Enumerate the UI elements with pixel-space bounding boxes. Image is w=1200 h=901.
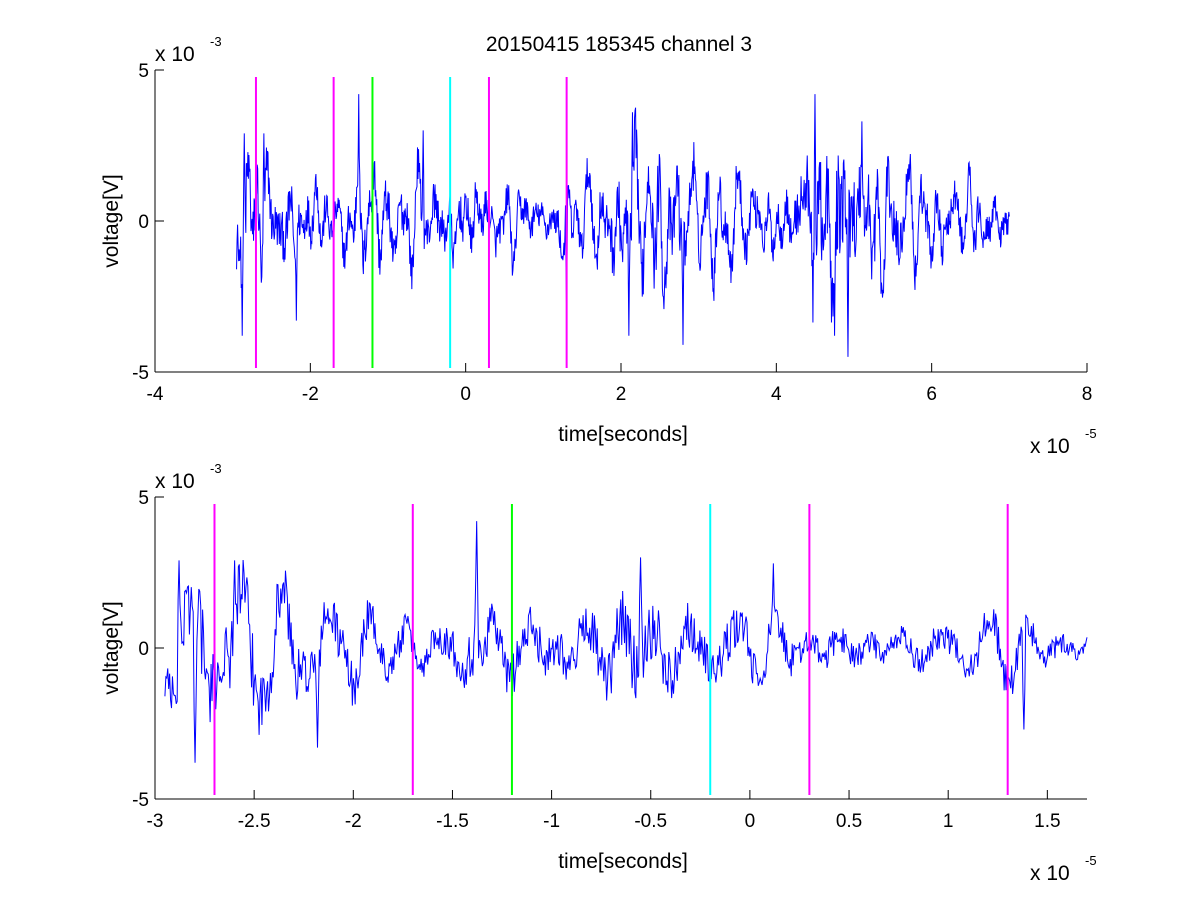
y-scale-exponent: -3 — [210, 461, 222, 476]
y-tick-label: -5 — [132, 790, 149, 811]
signal-series-line — [164, 521, 1088, 763]
x-tick-label: -3 — [147, 811, 164, 832]
x-tick-label: 0.5 — [836, 811, 862, 832]
x-tick-label: -2.5 — [238, 811, 271, 832]
signal-series-line — [236, 94, 1010, 357]
x-tick-label: 6 — [926, 384, 937, 405]
subplot-2: -3 -2.5 -2 -1.5 -1 -0.5 0 0.5 1 1.5 -5 0 5 time[secon… — [100, 461, 1097, 885]
x-axis-label: time[seconds] — [558, 423, 688, 446]
plots-container: -4 -2 0 2 4 6 8 -5 0 5 time[seconds] voltage[V] x 10… — [100, 34, 1097, 885]
y-axis-label: voltage[V] — [100, 174, 123, 267]
x-scale-multiplier: x 10 — [1030, 862, 1070, 885]
subplot-1: -4 -2 0 2 4 6 8 -5 0 5 time[seconds] voltage[V] x 10… — [100, 34, 1097, 458]
x-scale-exponent: -5 — [1085, 426, 1097, 441]
y-scale-multiplier: x 10 — [155, 43, 195, 66]
x-tick-label: 2 — [616, 384, 627, 405]
x-tick-label: -1.5 — [436, 811, 469, 832]
y-tick-label: 0 — [138, 639, 149, 660]
x-tick-label: -2 — [345, 811, 362, 832]
x-tick-label: 0 — [460, 384, 471, 405]
x-scale-multiplier: x 10 — [1030, 435, 1070, 458]
x-tick-label: 8 — [1082, 384, 1093, 405]
y-tick-label: 5 — [138, 61, 149, 82]
x-tick-label: -2 — [302, 384, 319, 405]
y-axis-label: voltage[V] — [100, 601, 123, 694]
x-tick-label: 4 — [771, 384, 782, 405]
x-tick-label: 1.5 — [1034, 811, 1060, 832]
x-tick-label: -1 — [543, 811, 560, 832]
x-tick-label: -4 — [147, 384, 164, 405]
chart-title: 20150415 185345 channel 3 — [486, 33, 752, 56]
y-scale-multiplier: x 10 — [155, 470, 195, 493]
y-tick-label: -5 — [132, 363, 149, 384]
y-tick-label: 5 — [138, 488, 149, 509]
x-tick-label: 1 — [943, 811, 954, 832]
x-tick-label: 0 — [745, 811, 756, 832]
x-tick-label: -0.5 — [634, 811, 667, 832]
y-tick-label: 0 — [138, 212, 149, 233]
y-scale-exponent: -3 — [210, 34, 222, 49]
x-scale-exponent: -5 — [1085, 853, 1097, 868]
x-axis-label: time[seconds] — [558, 850, 688, 873]
